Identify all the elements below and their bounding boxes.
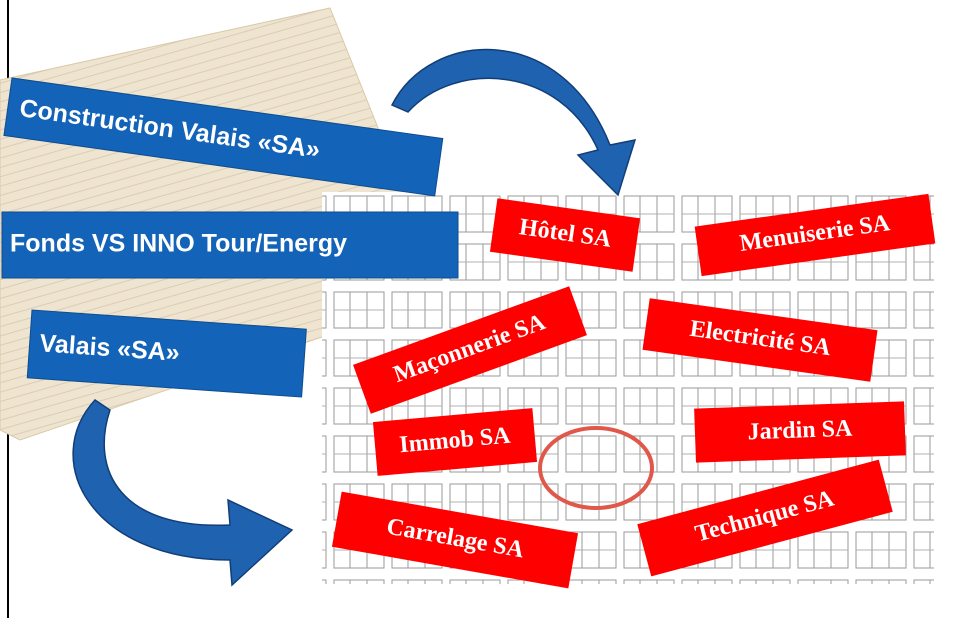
slide: Construction Valais «SA» Fonds VS INNO T… <box>0 0 955 618</box>
blue-label: Fonds VS INNO Tour/Energy <box>10 230 347 258</box>
red-label: Jardin SA <box>747 416 853 446</box>
arrow-bottom <box>73 400 292 585</box>
